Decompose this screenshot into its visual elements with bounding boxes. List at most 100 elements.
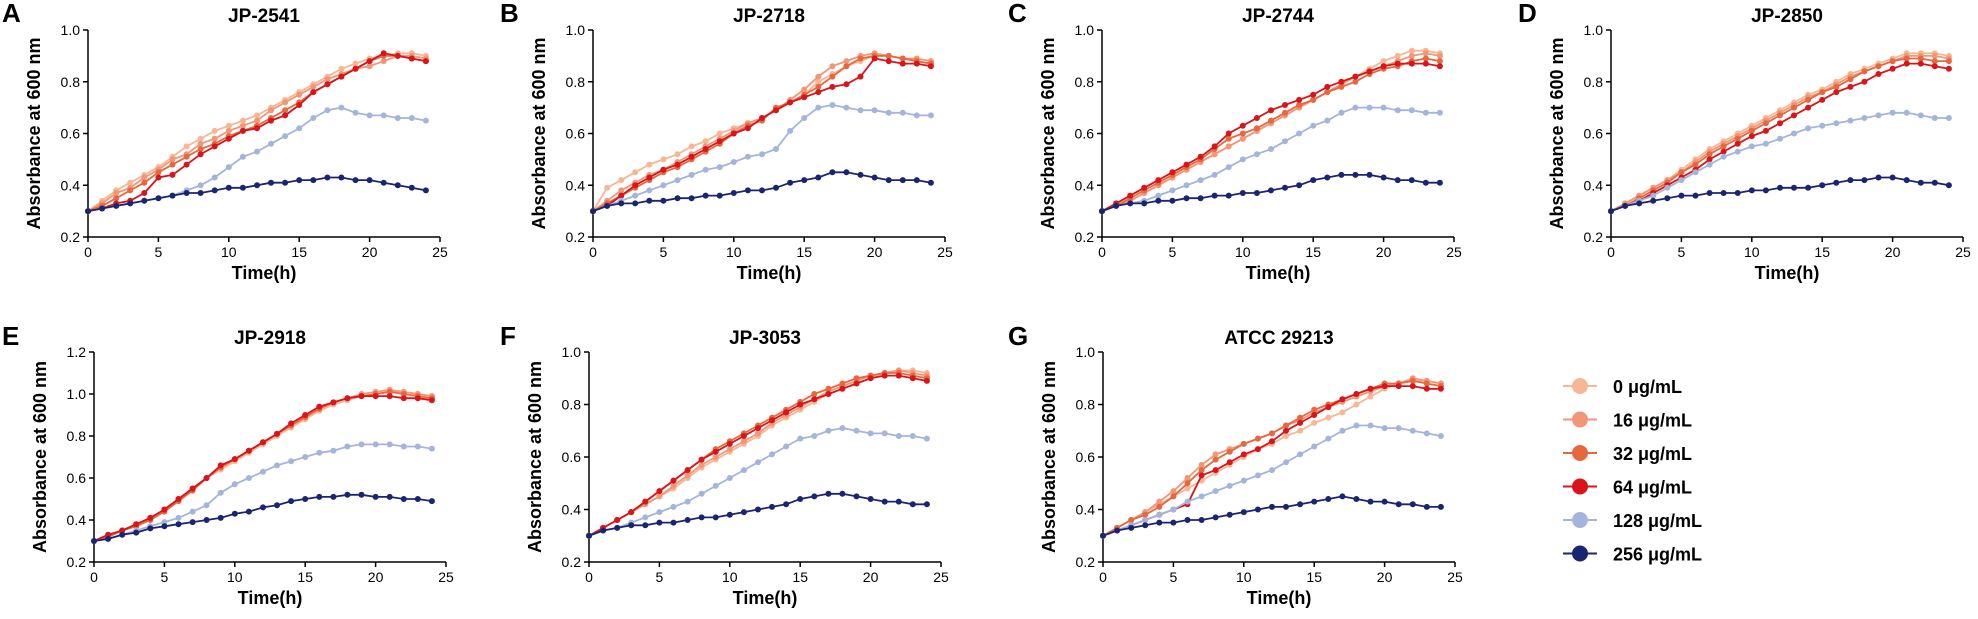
x-tick-label: 20 xyxy=(1377,569,1393,585)
data-point xyxy=(428,397,435,404)
data-point xyxy=(618,200,625,207)
data-point xyxy=(1847,177,1854,184)
x-tick-label: 25 xyxy=(1955,244,1971,260)
data-point xyxy=(1170,519,1177,526)
data-point xyxy=(1395,425,1402,432)
data-point xyxy=(726,475,733,481)
data-point xyxy=(1212,451,1219,458)
x-tick-label: 25 xyxy=(933,569,949,585)
data-point xyxy=(1283,433,1289,439)
data-point xyxy=(1269,467,1275,474)
data-point xyxy=(372,393,379,400)
y-axis-title: Absorbance at 600 nm xyxy=(529,37,549,229)
data-point xyxy=(1324,117,1331,124)
data-point xyxy=(660,166,667,173)
data-point xyxy=(1240,451,1247,458)
data-point xyxy=(628,509,635,516)
data-point xyxy=(372,441,379,448)
y-tick-label: 0.8 xyxy=(1075,74,1095,90)
data-point xyxy=(590,208,596,215)
data-point xyxy=(801,86,808,93)
data-point xyxy=(829,73,836,80)
data-point xyxy=(1692,161,1699,168)
data-point xyxy=(183,143,190,150)
data-point xyxy=(147,525,154,532)
data-point xyxy=(1762,127,1769,134)
data-point xyxy=(1833,120,1840,127)
data-point xyxy=(225,127,232,134)
data-point xyxy=(815,104,822,111)
data-point xyxy=(1100,532,1106,539)
data-point xyxy=(1889,109,1896,116)
series-line xyxy=(93,390,433,542)
data-point xyxy=(881,498,888,505)
data-point xyxy=(1296,96,1303,103)
x-tick-label: 0 xyxy=(84,244,92,260)
y-tick-label: 0.6 xyxy=(1076,449,1096,465)
data-point xyxy=(759,187,765,194)
data-point xyxy=(1184,485,1191,492)
data-point xyxy=(169,156,176,163)
data-point xyxy=(604,202,611,209)
series-6 xyxy=(1608,174,1952,215)
data-point xyxy=(254,148,260,155)
data-point xyxy=(1240,509,1247,516)
data-point xyxy=(225,164,232,171)
data-point xyxy=(1225,130,1232,137)
data-point xyxy=(885,58,892,65)
x-tick-label: 5 xyxy=(161,569,169,585)
data-point xyxy=(197,151,204,158)
data-point xyxy=(372,493,379,500)
data-point xyxy=(1650,197,1657,204)
data-point xyxy=(155,174,162,181)
series-line xyxy=(1102,379,1442,537)
data-point xyxy=(1650,192,1657,199)
data-point xyxy=(302,496,309,502)
data-point xyxy=(1226,511,1233,518)
legend-item: 128 μg/mL xyxy=(1563,511,1702,531)
data-point xyxy=(358,491,365,498)
data-point xyxy=(1706,161,1713,168)
data-point xyxy=(1367,498,1374,505)
chart-panel-g: G ATCC 29213 0.2 0.4 0.6 0.8 1.0 0 5 10 15 20 25 Time… xyxy=(1008,321,1463,608)
data-point xyxy=(274,430,280,437)
data-point xyxy=(1678,169,1685,176)
data-point xyxy=(712,482,719,489)
data-point xyxy=(755,506,761,513)
series-2 xyxy=(1100,375,1444,539)
data-point xyxy=(702,146,709,152)
data-point xyxy=(1282,138,1288,145)
data-point xyxy=(1296,182,1303,189)
data-point xyxy=(245,447,252,454)
data-point xyxy=(1734,190,1741,196)
data-point xyxy=(857,55,864,62)
data-point xyxy=(829,63,836,70)
panel-letter: D xyxy=(1518,0,1537,28)
data-point xyxy=(254,182,260,189)
data-point xyxy=(1127,200,1134,207)
data-point xyxy=(1608,208,1614,215)
data-point xyxy=(730,130,737,137)
data-point xyxy=(740,433,747,439)
data-point xyxy=(1394,60,1401,67)
chart-panel-f: F JP-3053 0.2 0.4 0.6 0.8 1.0 0 5 10 15 20 25 Time(h)… xyxy=(500,321,949,608)
data-point xyxy=(909,433,916,439)
x-axis-title: Time(h) xyxy=(238,588,303,608)
y-tick-label: 0.4 xyxy=(1076,502,1096,518)
data-point xyxy=(885,52,892,59)
data-point xyxy=(1875,63,1882,70)
data-point xyxy=(1409,377,1416,384)
data-point xyxy=(769,451,775,458)
data-point xyxy=(394,52,401,59)
data-point xyxy=(755,430,761,437)
data-point xyxy=(1128,517,1135,523)
series-5 xyxy=(586,425,930,539)
data-point xyxy=(1226,482,1233,489)
data-point xyxy=(1253,125,1260,132)
data-point xyxy=(268,140,274,147)
data-point xyxy=(1861,68,1868,75)
data-point xyxy=(324,81,331,88)
data-point xyxy=(1296,102,1303,108)
data-point xyxy=(211,135,218,142)
y-tick-label: 1.0 xyxy=(1076,344,1096,360)
